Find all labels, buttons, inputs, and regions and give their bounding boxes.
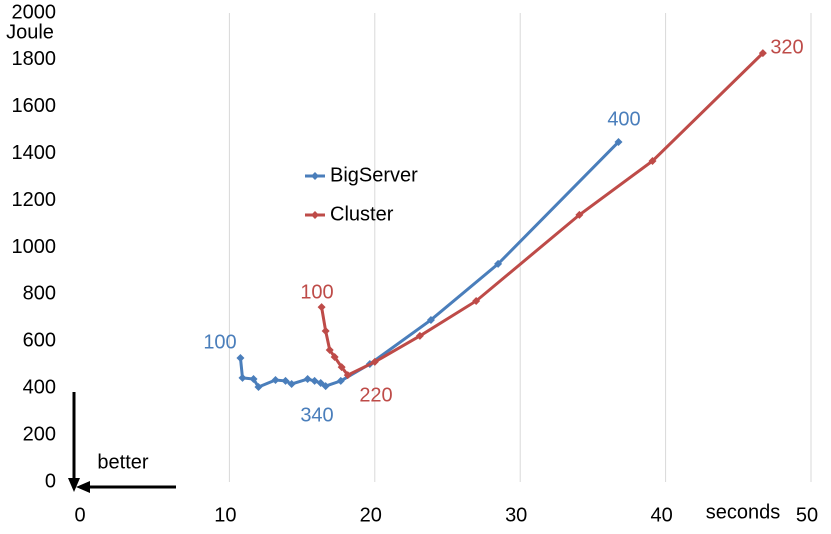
- legend-marker: [311, 211, 319, 219]
- x-axis-label: seconds: [706, 501, 781, 523]
- point: [325, 345, 334, 354]
- y-axis-label: Joule: [6, 21, 54, 43]
- point: [337, 363, 346, 372]
- legend-label: Cluster: [330, 203, 394, 225]
- point: [321, 326, 330, 335]
- better-arrows: [68, 392, 176, 493]
- point: [310, 376, 319, 385]
- x-tick-label: 40: [650, 504, 672, 526]
- annotation: 100: [203, 331, 236, 353]
- x-tick-label: 20: [360, 504, 382, 526]
- y-tick-label: 1400: [12, 142, 57, 164]
- point: [370, 357, 379, 366]
- annotation: 400: [607, 108, 640, 130]
- legend-marker: [311, 172, 319, 180]
- legend-label: BigServer: [330, 164, 418, 186]
- point: [317, 303, 326, 312]
- point: [271, 375, 280, 384]
- point: [236, 353, 245, 362]
- point: [343, 371, 352, 380]
- annotation: 220: [359, 384, 392, 406]
- point: [281, 376, 290, 385]
- y-tick-label: 600: [23, 330, 56, 352]
- point: [336, 376, 345, 385]
- point: [758, 49, 767, 58]
- annotation: 320: [770, 36, 803, 58]
- point: [426, 315, 435, 324]
- point: [614, 137, 623, 146]
- point: [494, 259, 503, 268]
- y-tick-label: 1600: [12, 95, 57, 117]
- note: better: [97, 451, 148, 473]
- y-tick-label: 1000: [12, 236, 57, 258]
- x-tick-label: 10: [214, 504, 236, 526]
- y-tick-label: 1200: [12, 189, 57, 211]
- point: [648, 156, 657, 165]
- y-tick-label: 200: [23, 423, 56, 445]
- point: [254, 383, 263, 392]
- point: [472, 296, 481, 305]
- point: [249, 375, 258, 384]
- y-tick-label: 1800: [12, 48, 57, 70]
- x-tick-label: 30: [505, 504, 527, 526]
- annotation: 100: [300, 281, 333, 303]
- point: [321, 382, 330, 391]
- y-tick-label: 0: [45, 470, 56, 492]
- x-tick-label: 0: [74, 504, 85, 526]
- y-tick-label: 400: [23, 376, 56, 398]
- point: [330, 353, 339, 362]
- series-line: [238, 140, 620, 389]
- point: [415, 331, 424, 340]
- annotation: 340: [300, 404, 333, 426]
- point: [575, 210, 584, 219]
- x-tick-label: 50: [796, 504, 818, 526]
- y-tick-label: 800: [23, 283, 56, 305]
- point: [303, 375, 312, 384]
- point: [287, 379, 296, 388]
- y-tick-label: 2000: [12, 1, 57, 23]
- point: [238, 373, 247, 382]
